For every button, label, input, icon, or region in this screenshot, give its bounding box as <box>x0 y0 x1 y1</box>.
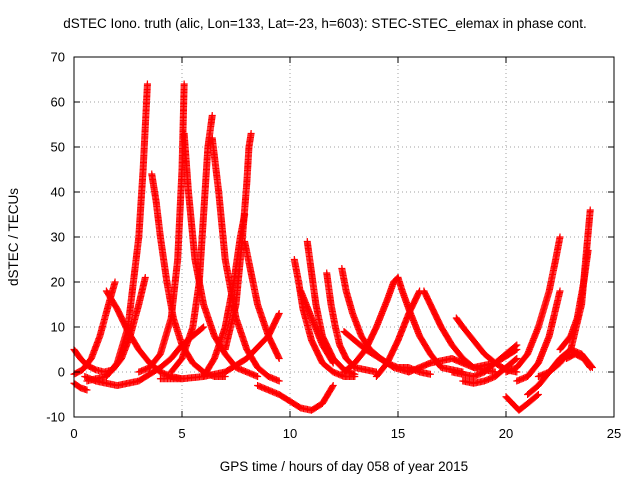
data-point <box>513 341 521 349</box>
series-12 <box>241 238 283 362</box>
data-point <box>180 80 188 88</box>
series-29 <box>459 355 521 387</box>
series-31 <box>502 233 564 376</box>
data-point <box>556 233 564 241</box>
series-30 <box>502 391 542 414</box>
series-36 <box>562 350 594 371</box>
series-34 <box>556 247 592 353</box>
series-28 <box>448 341 521 380</box>
series-15 <box>156 310 283 383</box>
y-tick-label-2: 10 <box>51 320 65 335</box>
data-point <box>111 278 119 286</box>
y-tick-label-4: 30 <box>51 230 65 245</box>
series-24 <box>372 287 424 380</box>
y-tick-label-8: 70 <box>51 50 65 65</box>
x-tick-label-5: 25 <box>607 426 621 441</box>
data-point <box>329 359 337 367</box>
data-point <box>247 130 255 137</box>
data-point <box>275 377 283 385</box>
data-point <box>513 355 521 362</box>
data-point <box>200 323 208 331</box>
series-21 <box>340 274 402 376</box>
data-point <box>586 206 594 214</box>
data-point <box>329 382 337 389</box>
data-point <box>328 383 336 391</box>
data-point <box>275 310 283 317</box>
data-point <box>512 342 520 350</box>
tick-labels: 0 5 10 15 20 25 -10 0 10 20 30 40 50 60 70 <box>46 50 621 442</box>
y-tick-label-5: 40 <box>51 185 65 200</box>
data-point <box>586 364 594 371</box>
series-3 <box>83 80 151 385</box>
data-point <box>143 80 151 88</box>
data-point <box>275 355 283 362</box>
data-point <box>328 358 336 366</box>
x-tick-label-3: 15 <box>391 426 405 441</box>
y-tick-label-1: 0 <box>58 365 65 380</box>
axis-ticks <box>73 56 615 418</box>
series-9 <box>167 112 216 376</box>
series-1 <box>70 274 149 376</box>
data-point <box>556 287 564 295</box>
y-tick-label-3: 20 <box>51 275 65 290</box>
y-axis-label: dSTEC / TECUs <box>6 188 21 286</box>
data-point <box>534 391 542 398</box>
data-layer <box>70 80 596 414</box>
data-point <box>426 370 434 378</box>
data-point <box>533 391 541 399</box>
x-tick-label-0: 0 <box>70 426 77 441</box>
x-tick-label-1: 5 <box>178 426 185 441</box>
data-point <box>585 362 593 370</box>
series-7 <box>135 80 188 376</box>
data-point <box>208 112 216 119</box>
y-tick-label-6: 50 <box>51 140 65 155</box>
y-tick-label-0: -10 <box>46 410 65 425</box>
x-tick-label-4: 20 <box>499 426 513 441</box>
data-point <box>141 274 149 281</box>
x-tick-label-2: 10 <box>283 426 297 441</box>
data-point <box>254 373 262 380</box>
series-19 <box>297 287 337 367</box>
data-point <box>199 324 207 332</box>
x-axis-label: GPS time / hours of day 058 of year 2015 <box>220 459 468 474</box>
data-point <box>512 355 520 363</box>
series-32 <box>513 287 564 385</box>
y-tick-label-7: 60 <box>51 95 65 110</box>
series-13 <box>221 130 255 353</box>
data-point <box>83 386 91 394</box>
chart-title: dSTEC Iono. truth (alic, Lon=133, Lat=-2… <box>63 16 586 31</box>
data-point <box>584 247 592 254</box>
series-14 <box>254 382 337 414</box>
data-point <box>351 370 359 378</box>
